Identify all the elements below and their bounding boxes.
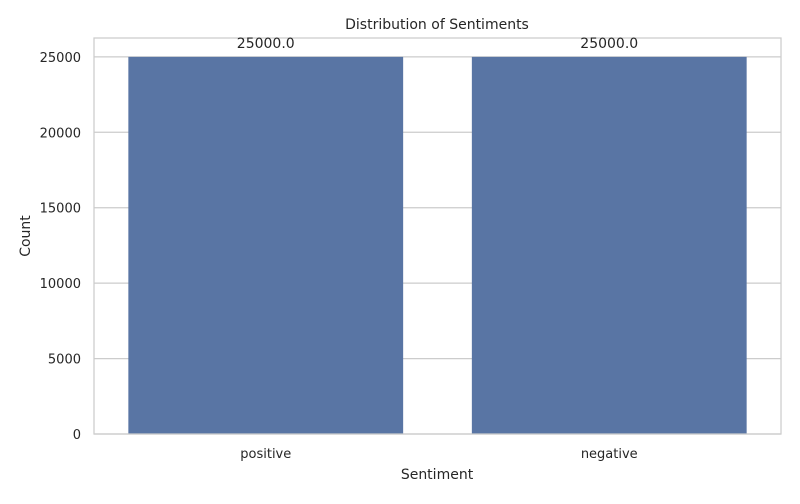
data-labels: 25000.0 25000.0	[237, 36, 638, 52]
bars	[128, 56, 747, 434]
y-tick-label: 15000	[40, 202, 81, 217]
y-axis-label: Count	[18, 215, 34, 257]
x-tick-labels: positive negative	[240, 447, 637, 462]
data-label: 25000.0	[237, 36, 295, 52]
bar-negative	[471, 56, 747, 434]
x-axis-label: Sentiment	[401, 467, 474, 483]
y-tick-label: 25000	[40, 51, 81, 66]
x-tick-label: positive	[240, 447, 291, 462]
y-tick-label: 5000	[48, 353, 81, 368]
y-tick-label: 20000	[40, 126, 81, 141]
x-tick-label: negative	[581, 447, 638, 462]
chart-title: Distribution of Sentiments	[345, 17, 529, 33]
bar-positive	[128, 56, 404, 434]
y-tick-labels: 0 5000 10000 15000 20000 25000	[40, 51, 81, 443]
plot-frame	[93, 37, 782, 435]
data-label: 25000.0	[580, 36, 638, 52]
y-tick-label: 10000	[40, 277, 81, 292]
y-tick-label: 0	[73, 428, 81, 443]
